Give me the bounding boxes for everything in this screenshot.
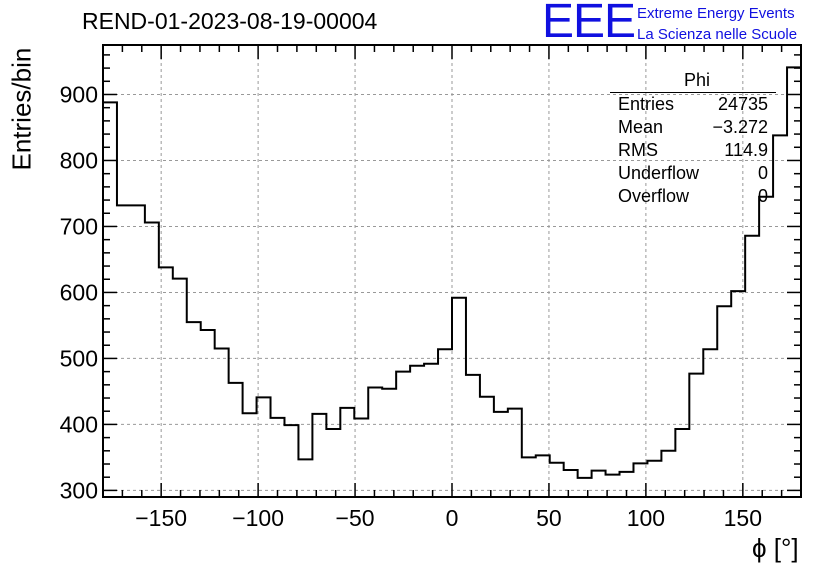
histogram-bin	[410, 366, 424, 497]
y-tick-label: 300	[60, 477, 98, 503]
stats-row-entries: Entries 24735	[610, 93, 776, 116]
logo-line-2: La Scienza nelle Scuole	[637, 26, 798, 43]
histogram-bin	[592, 471, 606, 497]
y-tick-label: 600	[60, 279, 98, 305]
stats-label: Entries	[618, 94, 675, 114]
histogram-bin	[647, 461, 661, 497]
histogram-bin	[717, 306, 731, 497]
histogram-bin	[466, 375, 480, 497]
chart-title: REND-01-2023-08-19-00004	[82, 8, 378, 34]
stats-box: Phi Entries 24735 Mean −3.272 RMS 114.9 …	[610, 70, 776, 208]
histogram-bin	[187, 322, 201, 497]
axis-tick-labels: −150 −100 −50 0 50 100 150 300 400 500 600 700 800 90…	[60, 81, 762, 531]
histogram-bin	[424, 364, 438, 497]
histogram-bin	[117, 205, 131, 497]
histogram-series	[103, 66, 801, 479]
histogram-bin	[340, 408, 354, 497]
histogram-bin	[103, 102, 117, 497]
stats-value: 24735	[717, 94, 768, 114]
histogram-bin	[312, 414, 326, 497]
grid-lines	[103, 45, 801, 497]
histogram-bin	[731, 291, 745, 497]
stats-label: RMS	[618, 140, 658, 160]
y-tick-label: 700	[60, 213, 98, 239]
histogram-bin	[271, 418, 285, 497]
histogram-bin	[215, 349, 229, 497]
eee-logo-text: EEE	[542, 0, 636, 48]
histogram-bin	[759, 197, 773, 497]
x-axis-label: ϕ [°]	[752, 533, 799, 563]
stats-value: 114.9	[724, 140, 768, 160]
x-tick-label: −100	[232, 505, 284, 531]
stats-value: 0	[757, 186, 768, 206]
histogram-bin	[201, 330, 215, 497]
stats-row-rms: RMS 114.9	[610, 139, 776, 162]
y-tick-label: 500	[60, 345, 98, 371]
stats-label: Underflow	[618, 163, 700, 183]
logo-line-1: Extreme Energy Events	[637, 5, 795, 22]
y-axis-label: Entries/bin	[6, 47, 37, 171]
histogram-bin	[620, 472, 634, 497]
histogram-bin	[675, 429, 689, 497]
histogram-bin	[522, 457, 536, 497]
stats-row-underflow: Underflow 0	[610, 162, 776, 185]
histogram-bin	[173, 279, 187, 497]
x-tick-label: 50	[536, 505, 562, 531]
axis-ticks	[102, 45, 802, 497]
eee-logo: EEE	[542, 0, 636, 48]
histogram-bin	[508, 409, 522, 497]
histogram-bin	[661, 451, 675, 497]
stats-row-overflow: Overflow 0	[610, 185, 776, 208]
stats-label: Mean	[618, 117, 664, 137]
histogram-bin	[354, 418, 368, 497]
histogram-bin	[578, 478, 592, 497]
y-tick-label: 800	[60, 147, 98, 173]
histogram-bin	[745, 236, 759, 497]
histogram-bin	[550, 463, 564, 497]
histogram-bin	[257, 397, 271, 497]
histogram-bin	[298, 459, 312, 497]
histogram-bin	[368, 387, 382, 497]
x-tick-label: 100	[627, 505, 665, 531]
histogram-bin	[159, 267, 173, 497]
x-tick-label: 150	[724, 505, 762, 531]
histogram-bin	[396, 372, 410, 497]
histogram-bin	[703, 349, 717, 497]
histogram-bin	[564, 470, 578, 497]
stats-value: −3.272	[712, 117, 768, 137]
histogram-bin	[536, 455, 550, 497]
histogram-bin	[326, 429, 340, 497]
histogram-bin	[480, 397, 494, 497]
histogram-bin	[452, 298, 466, 497]
histogram-bin	[438, 349, 452, 497]
histogram-bin	[606, 475, 620, 497]
histogram-bin	[145, 223, 159, 497]
stats-value: 0	[757, 163, 768, 183]
histogram-bin	[243, 413, 257, 497]
histogram-bin	[787, 67, 801, 497]
stats-row-mean: Mean −3.272	[610, 116, 776, 139]
histogram-bin	[689, 374, 703, 497]
y-tick-label: 400	[60, 411, 98, 437]
x-tick-label: −150	[135, 505, 187, 531]
histogram-bin	[382, 389, 396, 497]
y-tick-label: 900	[60, 81, 98, 107]
histogram-bin	[284, 425, 298, 497]
histogram-bin	[229, 383, 243, 497]
histogram-bin	[131, 205, 145, 497]
stats-divider	[610, 92, 776, 93]
x-tick-label: 0	[446, 505, 459, 531]
histogram-bin	[494, 412, 508, 497]
histogram-bin	[633, 463, 647, 497]
stats-title: Phi	[683, 70, 710, 90]
stats-label: Overflow	[618, 186, 690, 206]
x-tick-label: −50	[336, 505, 375, 531]
